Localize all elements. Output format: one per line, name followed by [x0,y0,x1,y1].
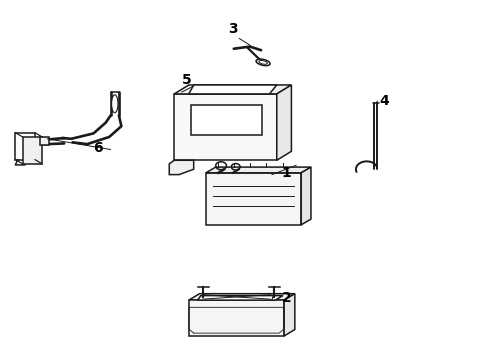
Polygon shape [23,137,42,164]
Text: 5: 5 [181,73,191,87]
Text: 3: 3 [228,22,238,36]
Text: 1: 1 [282,166,292,180]
Text: 4: 4 [379,94,389,108]
Polygon shape [174,85,292,94]
Polygon shape [189,294,295,300]
Text: 6: 6 [94,141,103,155]
Polygon shape [189,300,284,336]
Polygon shape [277,85,292,160]
Ellipse shape [259,60,267,64]
Polygon shape [169,160,194,175]
Ellipse shape [112,95,118,113]
Ellipse shape [256,59,270,66]
Polygon shape [189,85,277,94]
Polygon shape [284,294,295,336]
Polygon shape [191,105,262,135]
Polygon shape [206,167,311,173]
Polygon shape [40,137,49,145]
Polygon shape [197,296,283,300]
Polygon shape [174,94,277,160]
Text: 2: 2 [282,291,292,305]
Polygon shape [15,133,35,159]
Polygon shape [206,173,301,225]
Polygon shape [301,167,311,225]
